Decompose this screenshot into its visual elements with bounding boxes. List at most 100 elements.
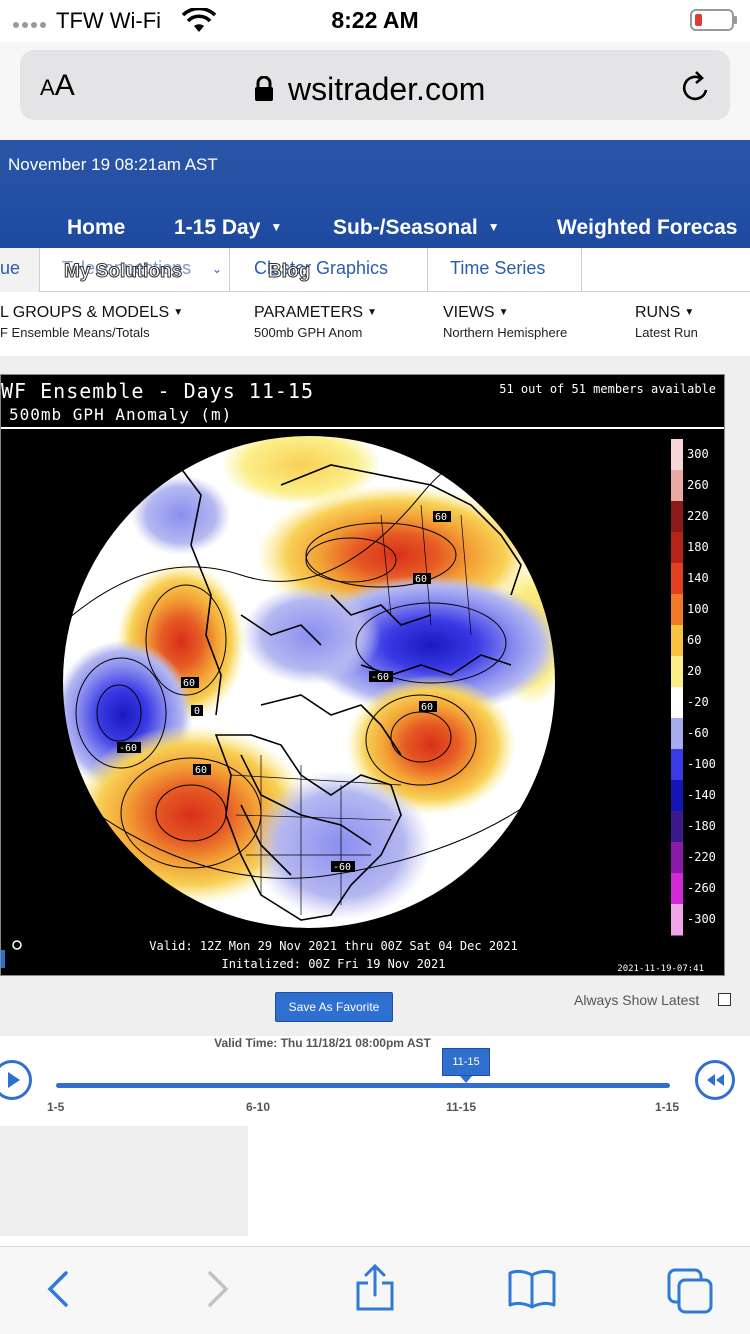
nav-1-15-day[interactable]: 1-15 Day ▼	[174, 216, 283, 239]
timeline-control: Valid Time: Thu 11/18/21 08:00pm AST 11-…	[0, 1036, 750, 1126]
nav-sub-seasonal[interactable]: Sub-/Seasonal ▼	[333, 216, 500, 239]
scale-swatch	[671, 439, 683, 471]
scale-swatch	[671, 594, 683, 626]
scale-swatch	[671, 470, 683, 502]
scale-label: 60	[687, 632, 702, 647]
color-scale	[671, 439, 683, 936]
chevron-down-icon: ▼	[367, 307, 377, 318]
signal-dots-icon	[13, 22, 46, 28]
hemisphere-anomaly-plot: 60 60 60 -60 60 0 -60 60 -60	[1, 434, 683, 968]
bookmarks-icon[interactable]	[506, 1267, 558, 1311]
rewind-button[interactable]	[695, 1060, 735, 1100]
scale-label: 300	[687, 446, 709, 461]
menu-blog[interactable]: Blog	[267, 261, 311, 283]
share-icon[interactable]	[354, 1263, 396, 1313]
chevron-down-icon: ▼	[270, 220, 283, 234]
contour-label: -60	[371, 672, 389, 683]
views-dropdown[interactable]: VIEWS ▼ Northern Hemisphere	[443, 304, 568, 340]
header-datetime: November 19 08:21am AST	[8, 155, 218, 174]
chevron-down-icon: ⌄	[212, 262, 223, 276]
lock-icon	[255, 76, 273, 101]
contour-label: 0	[194, 706, 200, 717]
scale-swatch	[671, 718, 683, 750]
site-header: November 19 08:21am AST Home 1-15 Day ▼ S…	[0, 140, 750, 248]
scale-label: 220	[687, 508, 709, 523]
side-marker	[1, 950, 5, 968]
scale-label: -140	[687, 787, 716, 802]
models-dropdown[interactable]: L GROUPS & MODELS ▼ F Ensemble Means/Tota…	[0, 304, 184, 340]
nav-weighted-forecast[interactable]: Weighted Forecas	[557, 216, 738, 239]
forecast-map: WF Ensemble - Days 11-15 500mb GPH Anoma…	[0, 374, 725, 976]
scale-swatch	[671, 501, 683, 533]
scale-swatch	[671, 873, 683, 905]
save-favorite-button[interactable]: Save As Favorite	[275, 992, 393, 1022]
contour-label: 60	[183, 678, 195, 689]
scale-label: 140	[687, 570, 709, 585]
reload-icon[interactable]	[680, 70, 712, 104]
carrier-name: TFW Wi-Fi	[56, 8, 162, 33]
tick-label[interactable]: 1-15	[655, 1100, 680, 1114]
valid-range: Valid: 12Z Mon 29 Nov 2021 thru 00Z Sat …	[149, 939, 518, 953]
slider-pointer	[460, 1076, 472, 1083]
play-button[interactable]	[0, 1060, 32, 1100]
contour-label: -60	[119, 743, 137, 754]
timeline-slider[interactable]	[56, 1083, 670, 1088]
map-subtitle: 500mb GPH Anomaly (m)	[9, 405, 233, 424]
url-text[interactable]: wsitrader.com	[288, 71, 486, 107]
scale-swatch	[671, 625, 683, 657]
tab-cluster-graphics[interactable]: Cluster Graphics Blog	[230, 248, 428, 292]
contour-label: -60	[333, 862, 351, 873]
tick-label[interactable]: 6-10	[246, 1100, 271, 1114]
scale-swatch	[671, 656, 683, 688]
scale-swatch	[671, 532, 683, 564]
scale-label: -20	[687, 694, 709, 709]
parameter-bar: L GROUPS & MODELS ▼ F Ensemble Means/Tota…	[0, 292, 750, 356]
tick-label[interactable]: 1-5	[47, 1100, 65, 1114]
text-size-button[interactable]: AA	[40, 69, 75, 102]
contour-label: 60	[421, 702, 433, 713]
settings-dot-icon	[12, 940, 22, 950]
contour-label: 60	[435, 512, 447, 523]
members-available: 51 out of 51 members available	[499, 382, 716, 396]
tab-teleconnections[interactable]: Teleconnections My Solutions ⌄	[40, 248, 230, 292]
tab-partial[interactable]: ue	[0, 248, 40, 292]
always-show-latest-checkbox[interactable]	[718, 993, 731, 1006]
scale-swatch	[671, 811, 683, 843]
valid-time: Valid Time: Thu 11/18/21 08:00pm AST	[214, 1036, 431, 1050]
runs-dropdown[interactable]: RUNS ▼ Latest Run	[635, 304, 698, 340]
parameters-dropdown[interactable]: PARAMETERS ▼ 500mb GPH Anom	[254, 304, 377, 340]
nav-home[interactable]: Home	[67, 216, 126, 239]
scale-label: 260	[687, 477, 709, 492]
tick-label[interactable]: 11-15	[446, 1100, 477, 1114]
browser-address-area: AA wsitrader.com	[0, 42, 750, 140]
battery-low-icon	[690, 9, 737, 31]
title-divider	[1, 427, 724, 429]
chevron-down-icon: ▼	[487, 220, 500, 234]
chevron-down-icon: ▼	[498, 307, 509, 318]
play-icon	[8, 1072, 20, 1088]
scale-label: 100	[687, 601, 709, 616]
sub-tabs: ue Teleconnections My Solutions ⌄ Cluste…	[0, 248, 750, 292]
scale-label: -300	[687, 911, 716, 926]
rewind-icon	[707, 1074, 724, 1086]
scale-label: 180	[687, 539, 709, 554]
scale-swatch	[671, 749, 683, 781]
wifi-icon	[182, 8, 216, 32]
contour-label: 60	[415, 574, 427, 585]
always-show-latest-label: Always Show Latest	[574, 992, 700, 1008]
scale-label: 20	[687, 663, 702, 678]
clock: 8:22 AM	[331, 7, 419, 33]
address-bar[interactable]: AA wsitrader.com	[20, 50, 730, 120]
slider-handle[interactable]: 11-15	[442, 1048, 490, 1076]
contour-label: 60	[195, 765, 207, 776]
forward-icon[interactable]	[202, 1267, 234, 1311]
tab-time-series[interactable]: Time Series	[428, 248, 582, 292]
tabs-icon[interactable]	[666, 1267, 716, 1315]
lower-panel	[0, 1126, 248, 1236]
scale-label: -180	[687, 818, 716, 833]
scale-label: -260	[687, 880, 716, 895]
map-title: WF Ensemble - Days 11-15	[1, 379, 314, 403]
scale-swatch	[671, 780, 683, 812]
back-icon[interactable]	[42, 1267, 74, 1311]
menu-my-solutions[interactable]: My Solutions	[63, 261, 183, 283]
